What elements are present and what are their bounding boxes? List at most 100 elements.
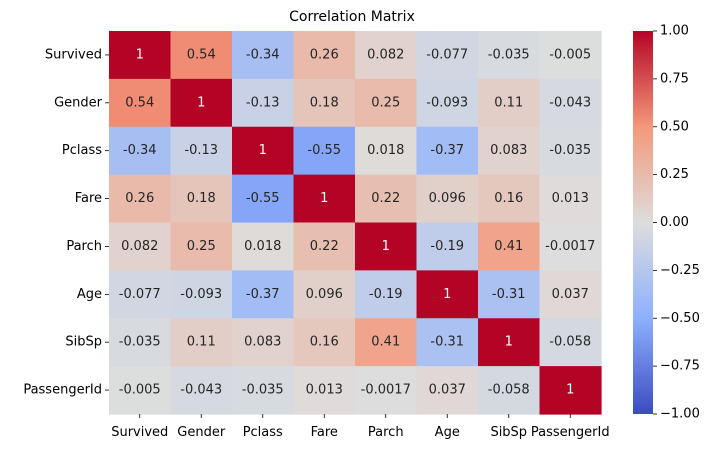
heatmap-cell (539, 78, 602, 128)
heatmap-cell (293, 31, 356, 80)
heatmap-cell (355, 366, 418, 415)
heatmap-cell (232, 366, 295, 415)
heatmap-cell (478, 31, 541, 80)
heatmap-cell (355, 174, 418, 224)
heatmap-cell-label: -0.005 (549, 47, 591, 62)
heatmap-cell (539, 270, 602, 319)
heatmap-cell-label: 0.018 (367, 143, 404, 158)
heatmap-cell-label: -0.043 (180, 383, 222, 398)
heatmap-cell-label: 0.18 (187, 191, 216, 206)
heatmap-cell (109, 31, 172, 80)
heatmap-cell (355, 126, 418, 176)
heatmap-cell-label: -0.19 (369, 287, 403, 302)
x-tick-label: SibSp (490, 425, 527, 440)
y-tick-label: Parch (66, 239, 102, 254)
heatmap-cell (170, 174, 233, 224)
heatmap-cell (293, 78, 356, 128)
heatmap-cell-label: 1 (259, 143, 267, 158)
heatmap-cell (232, 270, 295, 319)
heatmap-cell-label: -0.043 (549, 95, 591, 110)
heatmap-cell-label: 0.082 (121, 239, 158, 254)
heatmap-cell (109, 270, 172, 319)
heatmap-cell-label: 1 (382, 239, 390, 254)
heatmap-cell-label: 0.16 (494, 191, 523, 206)
heatmap-cell (170, 78, 233, 128)
heatmap-cell (478, 126, 541, 176)
heatmap-cell-label: -0.13 (184, 143, 218, 158)
y-tick-label: SibSp (65, 335, 102, 350)
heatmap-cell (539, 31, 602, 80)
heatmap-cell (478, 174, 541, 224)
heatmap-cell (478, 270, 541, 319)
heatmap-cell-label: 0.083 (490, 143, 527, 158)
heatmap-cell-label: 0.22 (371, 191, 400, 206)
heatmap-cell (293, 126, 356, 176)
heatmap-cell (232, 174, 295, 224)
heatmap-cell (416, 270, 479, 319)
heatmap-cell-label: -0.37 (246, 287, 280, 302)
heatmap-cell-label: -0.035 (242, 383, 284, 398)
y-tick-label: PassengerId (23, 383, 102, 398)
heatmap-cell (109, 126, 172, 176)
heatmap-cell (478, 366, 541, 415)
colorbar-tick-label: 0.75 (660, 71, 689, 86)
y-tick-label: Survived (45, 47, 102, 62)
heatmap-cell (539, 318, 602, 367)
heatmap-cell (416, 222, 479, 271)
heatmap-cell (355, 318, 418, 367)
heatmap-cell-label: 0.037 (552, 287, 589, 302)
heatmap-cell (109, 174, 172, 224)
heatmap-cell (170, 31, 233, 80)
heatmap-cell (109, 78, 172, 128)
heatmap-cell-label: 0.41 (494, 239, 523, 254)
x-tick-label: Fare (311, 425, 338, 440)
colorbar-tick-label: −1.00 (660, 407, 700, 422)
heatmap-cell-label: -0.0017 (361, 383, 411, 398)
colorbar-tick-label: 0.00 (660, 215, 689, 230)
colorbar-tick-label: −0.25 (660, 263, 700, 278)
heatmap-cell-label: -0.19 (430, 239, 464, 254)
colorbar-tick-label: 0.50 (660, 119, 689, 134)
heatmap-cell (109, 366, 172, 415)
heatmap-cell (170, 270, 233, 319)
y-tick-label: Age (77, 287, 102, 302)
y-axis: Survived Gender Pclass Fare Parch Age SibSp Pas… (23, 47, 109, 398)
heatmap-cell (478, 222, 541, 271)
colorbar-tick-label: 1.00 (660, 24, 689, 39)
heatmap-cell-label: 0.096 (306, 287, 343, 302)
heatmap-cell-label: 0.037 (429, 383, 466, 398)
heatmap-cell (539, 126, 602, 176)
heatmap-cell (355, 222, 418, 271)
heatmap-cell-label: -0.005 (119, 383, 161, 398)
x-tick-label: Age (435, 425, 460, 440)
heatmap-cell (293, 222, 356, 271)
heatmap-cell (539, 222, 602, 271)
heatmap-cell-label: -0.34 (246, 47, 280, 62)
heatmap-cell-label: -0.55 (307, 143, 341, 158)
x-tick-label: Gender (177, 425, 226, 440)
heatmap-cell (539, 174, 602, 224)
heatmap-cell-label: -0.0017 (545, 239, 595, 254)
x-axis: Survived Gender Pclass Fare Parch Age SibSp Pas… (111, 414, 610, 440)
heatmap-cell-label: 0.18 (310, 95, 339, 110)
colorbar-tick-label: −0.75 (660, 359, 700, 374)
heatmap-cell-label: -0.34 (123, 143, 157, 158)
heatmap-cell-label: 1 (443, 287, 451, 302)
heatmap-cell (170, 318, 233, 367)
heatmap-cell-label: 0.013 (306, 383, 343, 398)
heatmap-cell-label: 1 (197, 95, 205, 110)
heatmap-cell-label: 0.083 (244, 335, 281, 350)
heatmap-cell-label: -0.093 (180, 287, 222, 302)
heatmap-cell (416, 78, 479, 128)
colorbar-gradient (633, 31, 653, 414)
heatmap-cell-label: -0.13 (246, 95, 280, 110)
heatmap-cell (293, 318, 356, 367)
heatmap-cell-label: -0.035 (119, 335, 161, 350)
heatmap-cell (416, 126, 479, 176)
heatmap-cell (416, 174, 479, 224)
heatmap-cell-label: -0.31 (492, 287, 526, 302)
heatmap-cell (232, 78, 295, 128)
heatmap-cell-label: 0.082 (367, 47, 404, 62)
heatmap-cell (170, 126, 233, 176)
heatmap-grid (109, 31, 602, 415)
